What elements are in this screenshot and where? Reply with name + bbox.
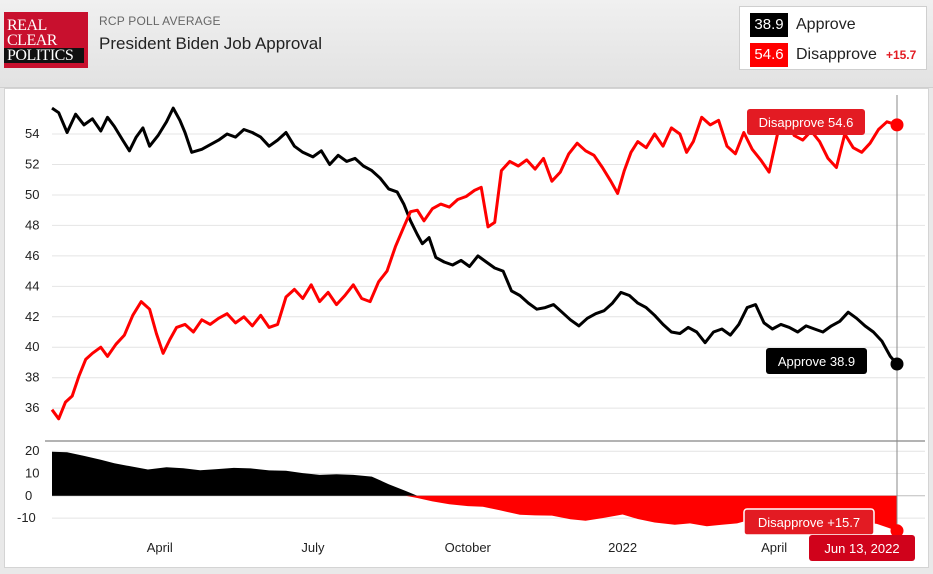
y-tick-label: 48 [25,217,39,232]
endpoint-marker-spread[interactable] [890,524,904,538]
tooltip-date-box [809,535,915,561]
legend-approve-label: Approve [796,16,856,33]
endpoint-marker-approve[interactable] [890,357,904,371]
spread-y-tick-label: 10 [25,466,39,481]
endpoint-marker-disapprove[interactable] [890,118,904,132]
chart-svg[interactable]: 36 38 40 42 44 46 48 50 52 54 20 10 0 -10 Approve 38.9… [5,89,930,569]
tooltip-approve-box [766,348,867,374]
chart-supertitle: RCP POLL AVERAGE [99,14,221,28]
legend-disapprove-value: 54.6 [750,43,788,67]
legend-disapprove-label: Disapprove [796,46,877,63]
tooltip-disapprove: Disapprove 54.6 [759,115,854,130]
tooltip-disapprove-box [747,109,865,135]
legend-spread: +15.7 [885,48,917,62]
x-tick-label: July [301,540,325,555]
legend-approve-value: 38.9 [750,13,788,37]
y-tick-label: 50 [25,187,39,202]
y-tick-label: 40 [25,339,39,354]
series-line-disapprove[interactable] [50,115,898,421]
legend: 38.9 Approve 54.6 Disapprove +15.7 [739,6,927,70]
tooltip-spread: Disapprove +15.7 [758,515,860,530]
spread-area-positive [52,451,897,496]
x-tick-label: October [445,540,492,555]
chart-panel[interactable]: 36 38 40 42 44 46 48 50 52 54 20 10 0 -10 Approve 38.9… [4,88,929,568]
y-tick-label: 46 [25,248,39,263]
chart-title: President Biden Job Approval [99,34,323,53]
x-tick-label: April [147,540,173,555]
y-tick-label: 36 [25,400,39,415]
header: REAL CLEAR POLITICS RCP POLL AVERAGE Pre… [0,0,933,88]
spread-y-tick-label: -10 [17,510,36,525]
tooltip-spread-box [743,508,875,536]
y-tick-label: 42 [25,309,39,324]
tooltip-approve: Approve 38.9 [778,354,855,369]
tooltip-date: Jun 13, 2022 [824,541,899,556]
y-tick-label: 54 [25,126,39,141]
rcp-logo[interactable]: REAL CLEAR POLITICS [4,12,88,68]
logo-line-3: POLITICS [4,47,84,63]
y-tick-label: 44 [25,278,39,293]
spread-y-tick-label: 20 [25,443,39,458]
logo-line-1: REAL [7,16,47,34]
spread-area-negative [52,495,897,531]
x-tick-label: April [761,540,787,555]
y-tick-label: 38 [25,370,39,385]
spread-y-tick-label: 0 [25,488,32,503]
legend-approve[interactable]: 38.9 Approve [750,13,856,37]
x-tick-label: 2022 [608,540,637,555]
logo-line-2: CLEAR [7,31,57,49]
series-line-approve[interactable] [51,106,899,365]
y-tick-label: 52 [25,156,39,171]
legend-disapprove[interactable]: 54.6 Disapprove +15.7 [750,43,916,67]
